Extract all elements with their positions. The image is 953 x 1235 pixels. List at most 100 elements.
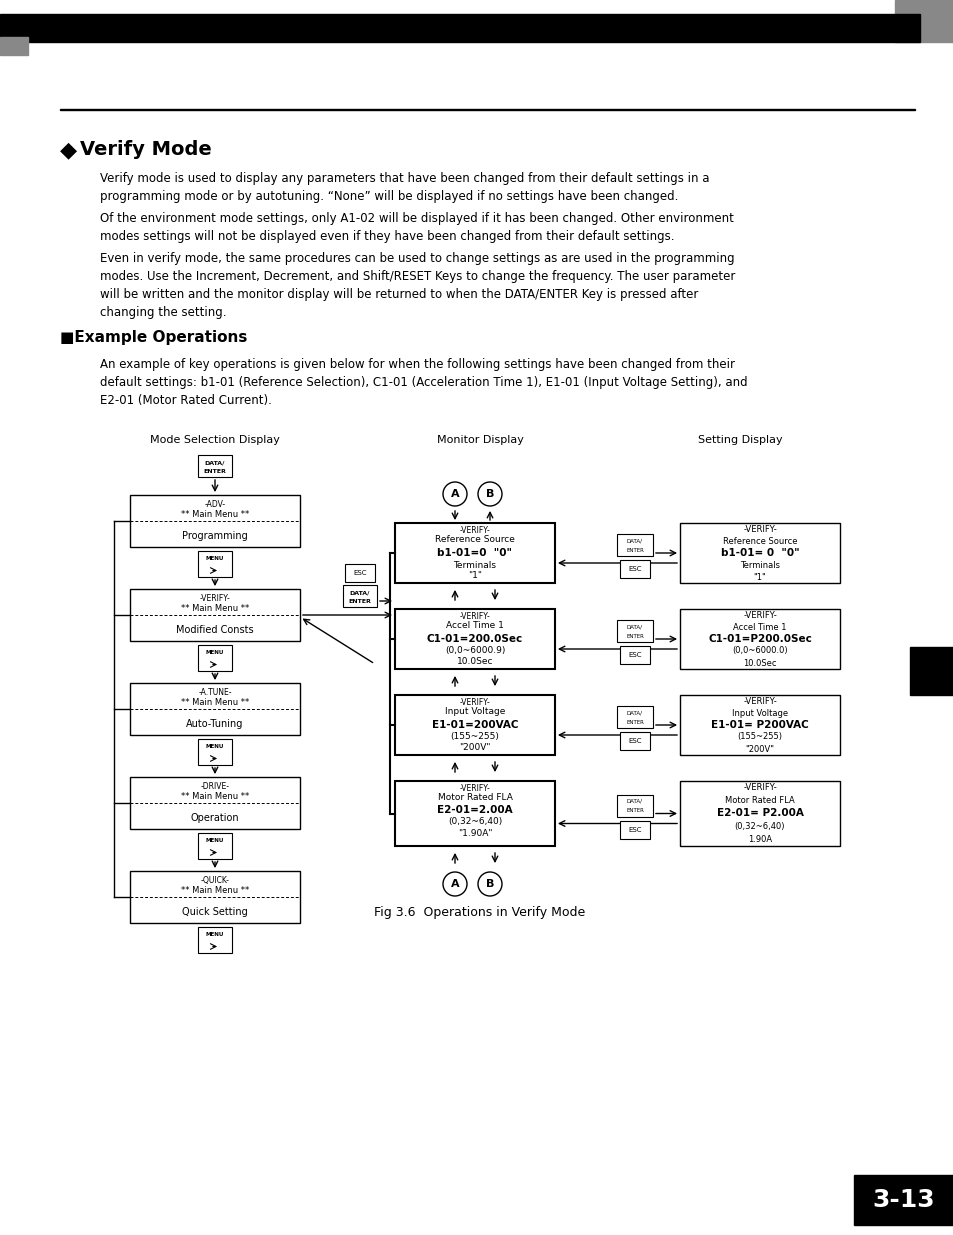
FancyBboxPatch shape: [343, 585, 376, 606]
Text: MENU: MENU: [206, 650, 224, 655]
FancyBboxPatch shape: [198, 832, 232, 860]
Text: Even in verify mode, the same procedures can be used to change settings as are u: Even in verify mode, the same procedures…: [100, 252, 735, 319]
Text: DATA/: DATA/: [626, 538, 642, 543]
Text: Terminals: Terminals: [453, 561, 496, 569]
Text: Accel Time 1: Accel Time 1: [446, 621, 503, 630]
Text: -ADV-: -ADV-: [204, 500, 225, 509]
FancyBboxPatch shape: [198, 927, 232, 953]
Text: ◆: ◆: [60, 140, 77, 161]
Text: ENTER: ENTER: [348, 599, 371, 604]
Text: (0,0~6000.0): (0,0~6000.0): [731, 646, 787, 656]
Text: B: B: [485, 879, 494, 889]
Text: Programming: Programming: [182, 531, 248, 541]
FancyBboxPatch shape: [198, 739, 232, 764]
Text: "1": "1": [753, 573, 765, 582]
Text: -VERIFY-: -VERIFY-: [742, 525, 776, 534]
FancyBboxPatch shape: [679, 522, 840, 583]
Text: ENTER: ENTER: [625, 809, 643, 814]
Text: Fig 3.6  Operations in Verify Mode: Fig 3.6 Operations in Verify Mode: [374, 906, 585, 919]
Text: -VERIFY-: -VERIFY-: [742, 697, 776, 705]
Bar: [60, 109, 914, 110]
Text: Auto-Tuning: Auto-Tuning: [186, 719, 243, 729]
Text: ENTER: ENTER: [203, 469, 226, 474]
Text: (155~255): (155~255): [450, 732, 499, 741]
Text: MENU: MENU: [206, 931, 224, 937]
Text: Motor Rated FLA: Motor Rated FLA: [437, 793, 512, 803]
Text: -VERIFY-: -VERIFY-: [459, 698, 490, 706]
Text: Setting Display: Setting Display: [697, 435, 781, 445]
Text: Of the environment mode settings, only A1-02 will be displayed if it has been ch: Of the environment mode settings, only A…: [100, 212, 733, 243]
Text: -A.TUNE-: -A.TUNE-: [198, 688, 232, 697]
Text: DATA/: DATA/: [350, 590, 370, 595]
Text: E1-01= Р200VAC: E1-01= Р200VAC: [710, 720, 808, 730]
Text: B: B: [485, 489, 494, 499]
FancyBboxPatch shape: [619, 559, 649, 578]
FancyBboxPatch shape: [619, 820, 649, 839]
Text: Modified Consts: Modified Consts: [176, 625, 253, 635]
FancyBboxPatch shape: [617, 620, 652, 642]
Text: MENU: MENU: [206, 556, 224, 561]
FancyBboxPatch shape: [679, 781, 840, 846]
Text: ESC: ESC: [628, 566, 641, 572]
FancyBboxPatch shape: [198, 551, 232, 577]
Text: DATA/: DATA/: [626, 799, 642, 804]
FancyBboxPatch shape: [198, 454, 232, 477]
Text: 1.90A: 1.90A: [747, 835, 771, 844]
Text: ■Example Operations: ■Example Operations: [60, 330, 247, 345]
Text: A: A: [450, 879, 458, 889]
Text: ESC: ESC: [628, 826, 641, 832]
FancyBboxPatch shape: [395, 781, 555, 846]
FancyBboxPatch shape: [619, 732, 649, 750]
Text: ENTER: ENTER: [625, 720, 643, 725]
Text: Mode Selection Display: Mode Selection Display: [150, 435, 279, 445]
Bar: [909, 647, 953, 695]
Text: b1-01= 0  "0": b1-01= 0 "0": [720, 548, 799, 558]
Text: 10.0Sec: 10.0Sec: [742, 658, 776, 667]
Text: ENTER: ENTER: [625, 548, 643, 553]
Text: ** Main Menu **: ** Main Menu **: [181, 793, 249, 802]
Bar: [0, 14, 919, 42]
FancyBboxPatch shape: [395, 695, 555, 755]
Text: 3: 3: [919, 656, 940, 684]
Text: C1-01=200.0Sec: C1-01=200.0Sec: [426, 634, 522, 643]
Text: A: A: [450, 489, 458, 499]
Text: (0,32~6,40): (0,32~6,40): [447, 816, 501, 826]
Text: -VERIFY-: -VERIFY-: [459, 784, 490, 793]
Text: "200V": "200V": [458, 743, 490, 752]
FancyBboxPatch shape: [617, 794, 652, 816]
FancyBboxPatch shape: [679, 695, 840, 755]
FancyBboxPatch shape: [345, 564, 375, 582]
Text: Reference Source: Reference Source: [722, 536, 797, 546]
Text: ** Main Menu **: ** Main Menu **: [181, 887, 249, 895]
Text: MENU: MENU: [206, 743, 224, 748]
Text: Verify mode is used to display any parameters that have been changed from their : Verify mode is used to display any param…: [100, 172, 709, 203]
Text: Monitor Display: Monitor Display: [436, 435, 523, 445]
Bar: [894, 0, 953, 42]
FancyBboxPatch shape: [198, 645, 232, 671]
Text: -VERIFY-: -VERIFY-: [742, 610, 776, 620]
Text: DATA/: DATA/: [626, 710, 642, 715]
Text: Input Voltage: Input Voltage: [731, 709, 787, 718]
Text: -VERIFY-: -VERIFY-: [459, 611, 490, 621]
Text: ESC: ESC: [628, 739, 641, 743]
Text: ** Main Menu **: ** Main Menu **: [181, 510, 249, 519]
Text: Drive Mode Indicators: Drive Mode Indicators: [757, 23, 879, 33]
FancyBboxPatch shape: [617, 706, 652, 727]
Text: -QUICK-: -QUICK-: [200, 876, 230, 884]
Text: Terminals: Terminals: [740, 561, 780, 569]
Text: ** Main Menu **: ** Main Menu **: [181, 698, 249, 708]
Text: E1-01=200VAC: E1-01=200VAC: [432, 720, 517, 730]
Bar: [853, 1174, 953, 1225]
Text: Verify Mode: Verify Mode: [80, 140, 212, 159]
FancyBboxPatch shape: [679, 609, 840, 669]
FancyBboxPatch shape: [617, 534, 652, 556]
Text: -VERIFY-: -VERIFY-: [459, 526, 490, 535]
Text: An example of key operations is given below for when the following settings have: An example of key operations is given be…: [100, 358, 747, 408]
Text: MENU: MENU: [206, 837, 224, 842]
Text: C1-01=Р200.0Sec: C1-01=Р200.0Sec: [707, 634, 811, 643]
Text: 3-13: 3-13: [872, 1188, 934, 1212]
Text: ESC: ESC: [353, 571, 366, 576]
FancyBboxPatch shape: [395, 609, 555, 669]
Text: Motor Rated FLA: Motor Rated FLA: [724, 797, 794, 805]
Bar: [0, 37, 28, 56]
